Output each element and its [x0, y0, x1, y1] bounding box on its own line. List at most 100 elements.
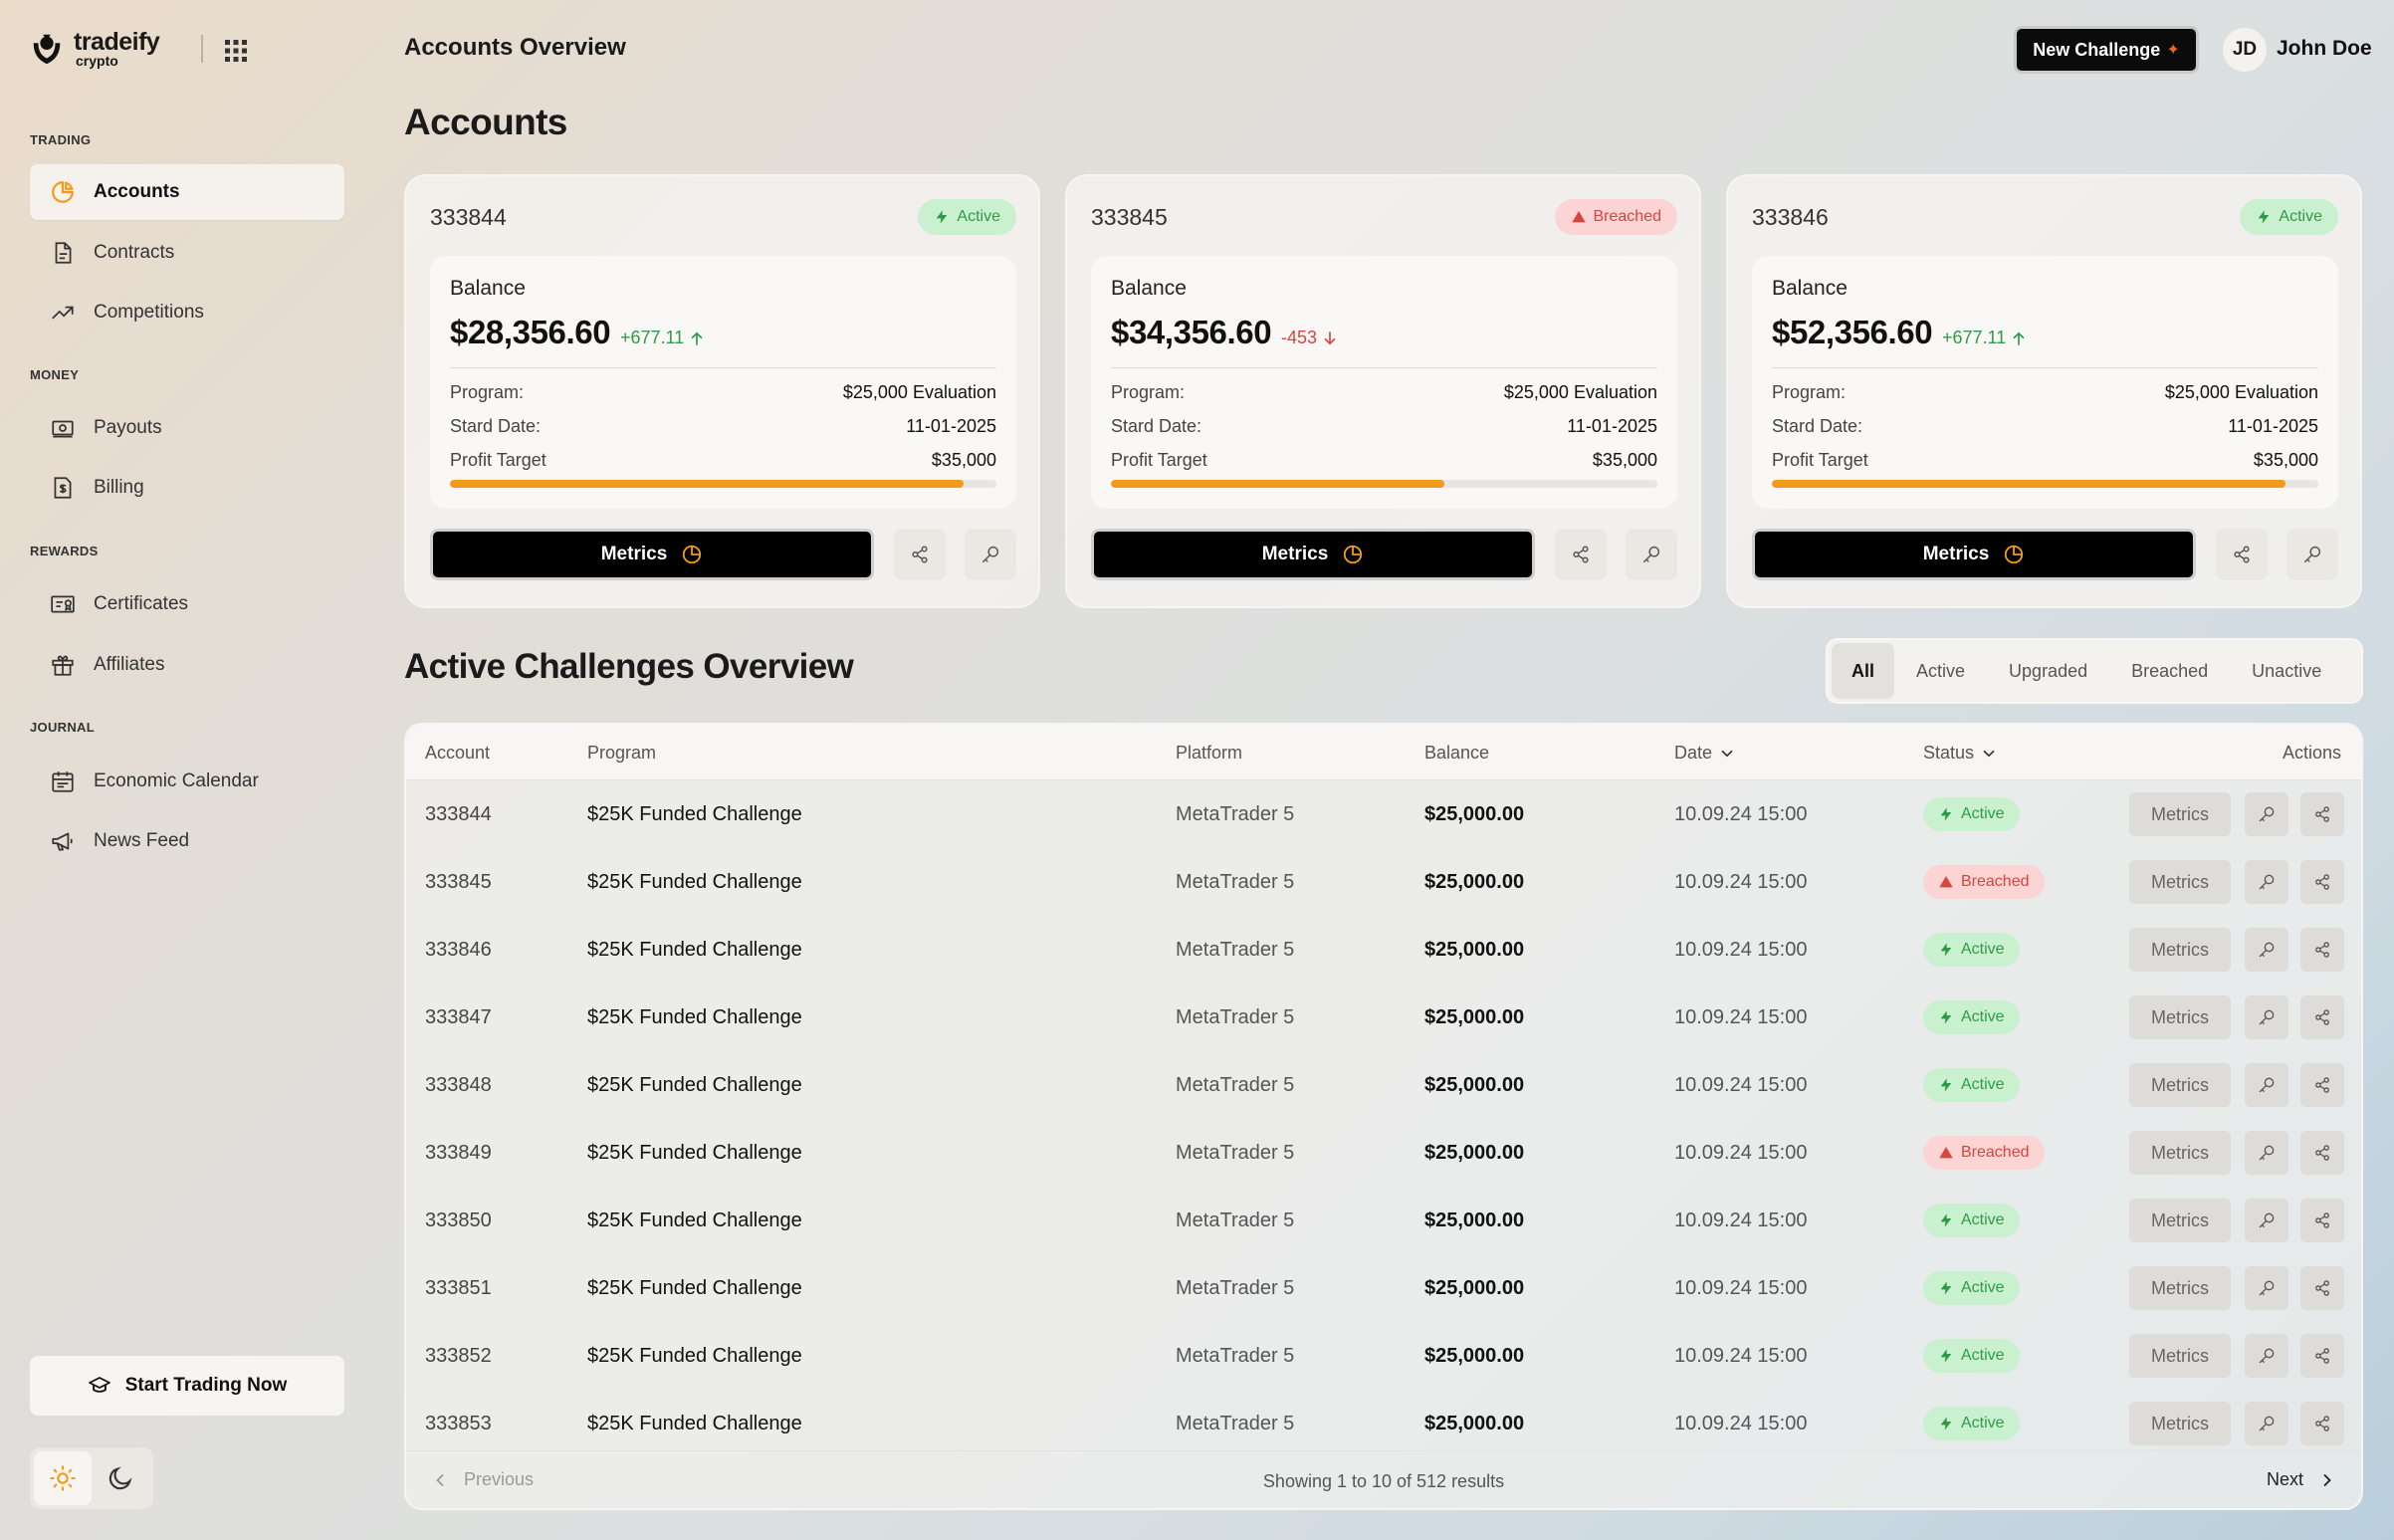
share-icon — [912, 546, 928, 563]
apps-grid-icon[interactable] — [223, 38, 249, 64]
invoice-icon — [54, 477, 72, 499]
column-header-label: Actions — [2282, 743, 2341, 763]
row-share-button[interactable] — [2300, 1131, 2344, 1175]
row-credentials-button[interactable] — [2245, 1199, 2288, 1242]
cell-account: 333848 — [425, 1073, 492, 1096]
column-header-status[interactable]: Status — [1923, 743, 1998, 764]
dark-theme-button[interactable] — [92, 1451, 149, 1505]
row-credentials-button[interactable] — [2245, 1266, 2288, 1310]
share-button[interactable] — [2216, 529, 2268, 580]
cell-status: Active — [1923, 1322, 2020, 1390]
metrics-button[interactable]: Metrics — [1752, 529, 2196, 580]
row-metrics-button[interactable]: Metrics — [2129, 1131, 2231, 1175]
row-metrics-button[interactable]: Metrics — [2129, 860, 2231, 904]
sidebar-item-news-feed[interactable]: News Feed — [30, 813, 344, 869]
row-metrics-button[interactable]: Metrics — [2129, 995, 2231, 1039]
metrics-button[interactable]: Metrics — [430, 529, 874, 580]
sidebar-item-affiliates[interactable]: Affiliates — [30, 637, 344, 693]
row-share-button[interactable] — [2300, 860, 2344, 904]
row-share-button[interactable] — [2300, 1063, 2344, 1107]
brand-logo[interactable]: tradeify crypto — [28, 30, 160, 68]
profit-progress-fill — [450, 480, 965, 488]
lightning-icon — [1940, 807, 1952, 821]
row-metrics-button[interactable]: Metrics — [2129, 1266, 2231, 1310]
sidebar-item-accounts[interactable]: Accounts — [30, 164, 344, 220]
row-credentials-button[interactable] — [2245, 1334, 2288, 1378]
start-date-value: 11-01-2025 — [1567, 416, 1657, 436]
lightning-icon — [937, 210, 948, 224]
row-share-button[interactable] — [2300, 792, 2344, 836]
share-button[interactable] — [1555, 529, 1607, 580]
sidebar-item-economic-calendar[interactable]: Economic Calendar — [30, 754, 344, 809]
column-header-account[interactable]: Account — [425, 743, 490, 764]
graduation-cap-icon — [88, 1377, 110, 1393]
row-metrics-button[interactable]: Metrics — [2129, 1063, 2231, 1107]
status-label: Active — [957, 208, 1000, 225]
balance-label: Balance — [450, 277, 526, 300]
row-credentials-button[interactable] — [2245, 928, 2288, 972]
cell-program: $25K Funded Challenge — [587, 1412, 802, 1434]
row-credentials-button[interactable] — [2245, 1131, 2288, 1175]
row-metrics-button[interactable]: Metrics — [2129, 1334, 2231, 1378]
row-share-button[interactable] — [2300, 995, 2344, 1039]
key-icon — [2259, 1145, 2275, 1161]
filter-tab-active[interactable]: Active — [1916, 660, 1966, 681]
metrics-label: Metrics — [1261, 544, 1329, 564]
row-credentials-button[interactable] — [2245, 1402, 2288, 1445]
divider — [450, 367, 996, 368]
cell-status: Active — [1923, 1051, 2020, 1119]
sidebar-item-contracts[interactable]: Contracts — [30, 225, 344, 281]
logo-icon — [33, 34, 61, 65]
balance-value: $52,356.60 — [1772, 314, 1933, 350]
status-label: Breached — [1961, 873, 2030, 890]
filter-tab-all[interactable]: All — [1832, 643, 1895, 699]
profit-target-row: Profit Target $35,000 — [450, 450, 996, 471]
filter-tab-upgraded[interactable]: Upgraded — [2009, 660, 2088, 681]
row-metrics-button[interactable]: Metrics — [2129, 792, 2231, 836]
next-page-button[interactable]: Next — [2267, 1469, 2337, 1490]
key-icon — [2259, 942, 2275, 958]
share-button[interactable] — [894, 529, 946, 580]
new-challenge-label: New Challenge — [2033, 39, 2161, 60]
row-credentials-button[interactable] — [2245, 1063, 2288, 1107]
row-credentials-button[interactable] — [2245, 860, 2288, 904]
status-badge: Active — [1923, 1339, 2020, 1373]
sidebar: tradeify crypto TRADING Accounts Contrac… — [0, 0, 368, 1540]
column-header-program[interactable]: Program — [587, 743, 656, 764]
row-metrics-button[interactable]: Metrics — [2129, 1199, 2231, 1242]
metrics-button[interactable]: Metrics — [1091, 529, 1535, 580]
row-share-button[interactable] — [2300, 1266, 2344, 1310]
column-header-platform[interactable]: Platform — [1176, 743, 1242, 764]
cell-balance: $25,000.00 — [1424, 1276, 1525, 1299]
status-badge: Breached — [1554, 199, 1677, 235]
row-credentials-button[interactable] — [2245, 792, 2288, 836]
column-header-balance[interactable]: Balance — [1424, 743, 1489, 764]
row-share-button[interactable] — [2300, 928, 2344, 972]
avatar[interactable]: JD — [2223, 28, 2267, 72]
lightning-icon — [1940, 1281, 1952, 1295]
light-theme-button[interactable] — [34, 1451, 92, 1505]
cell-program: $25K Funded Challenge — [587, 1141, 802, 1164]
credentials-button[interactable] — [2286, 529, 2338, 580]
filter-tab-unactive[interactable]: Unactive — [2252, 660, 2322, 681]
row-share-button[interactable] — [2300, 1199, 2344, 1242]
column-header-date[interactable]: Date — [1674, 743, 1736, 764]
sidebar-item-competitions[interactable]: Competitions — [30, 285, 344, 340]
new-challenge-button[interactable]: New Challenge ✦ — [2014, 26, 2199, 74]
lightning-icon — [1940, 1213, 1952, 1227]
user-name[interactable]: John Doe — [2277, 37, 2372, 60]
sidebar-item-payouts[interactable]: Payouts — [30, 400, 344, 456]
row-metrics-button[interactable]: Metrics — [2129, 1402, 2231, 1445]
row-share-button[interactable] — [2300, 1334, 2344, 1378]
previous-page-button[interactable]: Previous — [430, 1469, 534, 1490]
credentials-button[interactable] — [1626, 529, 1677, 580]
row-metrics-button[interactable]: Metrics — [2129, 928, 2231, 972]
start-trading-button[interactable]: Start Trading Now — [30, 1356, 344, 1416]
sidebar-item-billing[interactable]: Billing — [30, 460, 344, 516]
sidebar-item-certificates[interactable]: Certificates — [30, 576, 344, 632]
row-share-button[interactable] — [2300, 1402, 2344, 1445]
filter-tab-breached[interactable]: Breached — [2131, 660, 2209, 681]
row-credentials-button[interactable] — [2245, 995, 2288, 1039]
credentials-button[interactable] — [965, 529, 1016, 580]
status-filter-tabs: All Active Upgraded Breached Unactive — [1826, 638, 2363, 704]
